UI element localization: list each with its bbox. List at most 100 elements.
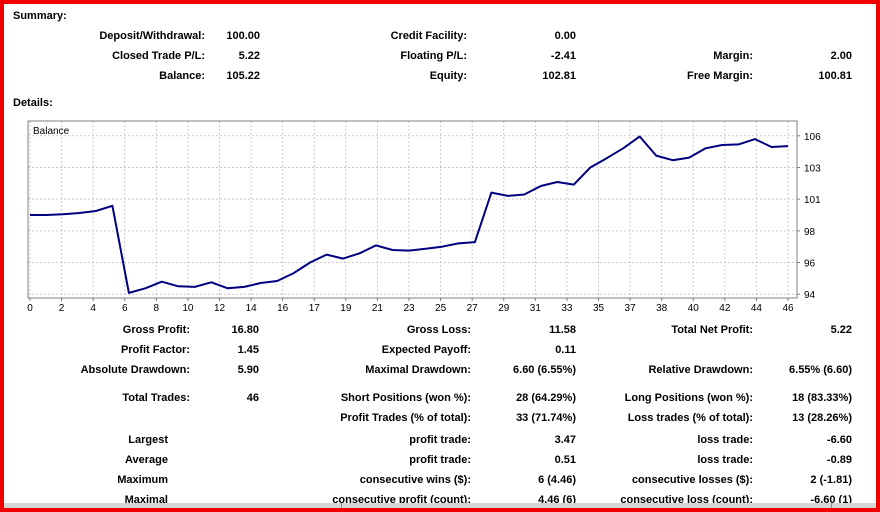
x-axis-label: 8 bbox=[154, 303, 160, 314]
field-value: 5.22 bbox=[238, 50, 260, 62]
field-value: 0.00 bbox=[554, 30, 576, 42]
stat-label: Absolute Drawdown: bbox=[80, 364, 190, 376]
stat-value: 11.58 bbox=[549, 324, 576, 336]
x-axis-label: 0 bbox=[27, 303, 33, 314]
stat-value: -0.89 bbox=[826, 454, 852, 466]
stat-label bbox=[576, 343, 753, 357]
stats-row-maximum: Maximum consecutive wins ($): 6 (4.46) c… bbox=[4, 473, 852, 487]
stat-label: Relative Drawdown: bbox=[648, 364, 753, 376]
details-section-heading: Details: bbox=[13, 97, 53, 109]
stats-row-profit-trades: Profit Trades (% of total): 33 (71.74%) … bbox=[4, 411, 852, 425]
x-axis-label: 19 bbox=[340, 303, 352, 314]
y-axis-label: 101 bbox=[804, 195, 821, 206]
stat-value: 5.90 bbox=[237, 364, 259, 376]
field-label: Free Margin: bbox=[686, 70, 753, 82]
stat-value: 2 (-1.81) bbox=[810, 474, 852, 486]
x-axis-label: 44 bbox=[751, 303, 763, 314]
field-label: Deposit/Withdrawal: bbox=[99, 30, 205, 42]
stat-value: 3.47 bbox=[554, 434, 576, 446]
stat-label: Maximal Drawdown: bbox=[365, 364, 471, 376]
stat-label: loss trade: bbox=[697, 434, 753, 446]
summary-row-deposit: Deposit/Withdrawal: 100.00 Credit Facili… bbox=[4, 29, 852, 43]
stat-value: 6.60 (6.55%) bbox=[513, 364, 576, 376]
plot-border bbox=[27, 120, 798, 299]
field-label: Credit Facility: bbox=[390, 30, 467, 42]
stats-row-profit-factor: Profit Factor: 1.45 Expected Payoff: 0.1… bbox=[4, 343, 852, 357]
y-axis-label: 103 bbox=[804, 163, 821, 174]
y-axis-label: 96 bbox=[804, 259, 816, 270]
stat-value: 0.11 bbox=[555, 344, 576, 356]
stat-label: profit trade: bbox=[409, 454, 471, 466]
field-value: 105.22 bbox=[226, 70, 260, 82]
x-axis-label: 4 bbox=[90, 303, 96, 314]
stat-label bbox=[4, 411, 190, 425]
balance-line bbox=[30, 135, 789, 294]
x-axis-label: 16 bbox=[277, 303, 289, 314]
stat-value: 1.45 bbox=[237, 344, 259, 356]
stat-label: Total Net Profit: bbox=[671, 324, 753, 336]
stat-label: Total Trades: bbox=[122, 392, 190, 404]
stat-value: 16.80 bbox=[231, 324, 259, 336]
stat-label: Gross Loss: bbox=[406, 324, 471, 336]
stat-label: Profit Factor: bbox=[120, 344, 190, 356]
x-axis-label: 27 bbox=[467, 303, 479, 314]
stat-value bbox=[190, 411, 259, 425]
stat-value bbox=[190, 453, 259, 467]
field-value bbox=[753, 29, 852, 43]
stat-value bbox=[190, 433, 259, 447]
summary-row-closed-pl: Closed Trade P/L: 5.22 Floating P/L: -2.… bbox=[4, 49, 852, 63]
x-axis-label: 35 bbox=[593, 303, 605, 314]
stats-row-total-trades: Total Trades: 46 Short Positions (won %)… bbox=[4, 391, 852, 405]
summary-row-balance: Balance: 105.22 Equity: 102.81 Free Marg… bbox=[4, 69, 852, 83]
x-axis-label: 12 bbox=[214, 303, 226, 314]
stat-value: 6.55% (6.60) bbox=[789, 364, 852, 376]
stats-row-gross: Gross Profit: 16.80 Gross Loss: 11.58 To… bbox=[4, 323, 852, 337]
field-value: 2.00 bbox=[830, 50, 852, 62]
stat-label: Expected Payoff: bbox=[381, 344, 471, 356]
x-axis-label: 10 bbox=[182, 303, 194, 314]
stat-value: 5.22 bbox=[830, 324, 852, 336]
stat-value: 28 (64.29%) bbox=[516, 392, 576, 404]
summary-section-heading: Summary: bbox=[13, 10, 67, 22]
stats-row-average: Average profit trade: 0.51 loss trade: -… bbox=[4, 453, 852, 467]
stats-row-drawdown: Absolute Drawdown: 5.90 Maximal Drawdown… bbox=[4, 363, 852, 377]
column-divider bbox=[831, 503, 832, 508]
field-value: 102.81 bbox=[542, 70, 576, 82]
x-axis-label: 23 bbox=[403, 303, 415, 314]
field-value: -2.41 bbox=[550, 50, 576, 62]
x-axis-label: 42 bbox=[719, 303, 731, 314]
x-axis-label: 21 bbox=[372, 303, 384, 314]
field-label: Equity: bbox=[429, 70, 467, 82]
stat-value bbox=[190, 473, 259, 487]
stat-label: Loss trades (% of total): bbox=[627, 412, 753, 424]
y-axis-label: 106 bbox=[804, 132, 821, 143]
y-axis-label: 98 bbox=[804, 227, 816, 238]
stat-label: Maximum bbox=[117, 474, 168, 486]
stat-value: 33 (71.74%) bbox=[516, 412, 576, 424]
stat-label: Profit Trades (% of total): bbox=[340, 412, 471, 424]
clipped-next-row-edge bbox=[4, 503, 876, 508]
x-axis-label: 17 bbox=[309, 303, 321, 314]
field-label: Margin: bbox=[713, 50, 753, 62]
x-axis-label: 29 bbox=[498, 303, 510, 314]
x-axis-label: 6 bbox=[122, 303, 128, 314]
stat-value bbox=[753, 343, 852, 357]
stat-label: loss trade: bbox=[697, 454, 753, 466]
column-divider bbox=[341, 503, 342, 508]
field-value: 100.00 bbox=[226, 30, 260, 42]
stats-row-largest: Largest profit trade: 3.47 loss trade: -… bbox=[4, 433, 852, 447]
x-axis-label: 2 bbox=[59, 303, 65, 314]
chart-series-title: Balance bbox=[33, 126, 70, 137]
stat-label: Short Positions (won %): bbox=[340, 392, 471, 404]
stat-value: 46 bbox=[246, 392, 259, 404]
x-axis-label: 46 bbox=[782, 303, 794, 314]
field-label: Balance: bbox=[159, 70, 205, 82]
x-axis-label: 37 bbox=[625, 303, 637, 314]
y-axis-label: 94 bbox=[804, 290, 816, 301]
field-value: 100.81 bbox=[818, 70, 852, 82]
stat-label: consecutive losses ($): bbox=[631, 474, 753, 486]
x-axis-label: 14 bbox=[246, 303, 258, 314]
field-label: Floating P/L: bbox=[400, 50, 467, 62]
